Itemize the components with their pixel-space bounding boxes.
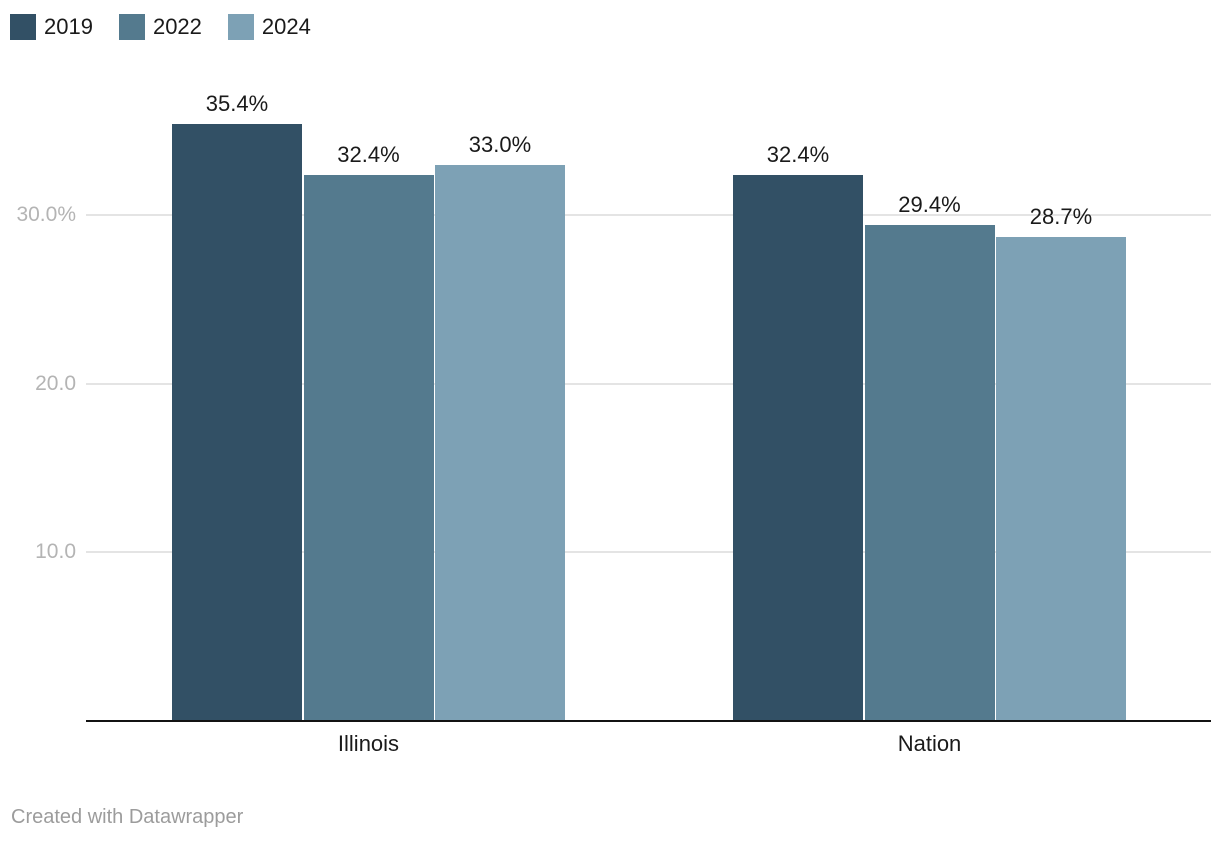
legend-label-2024: 2024 [261,14,311,39]
bar-2024-nation[interactable] [996,237,1126,721]
y-axis-tick-label-10: 10.0 [35,540,76,564]
bar-2022-nation[interactable] [864,225,995,721]
legend-item-2022: 2022 [118,14,202,40]
datawrapper-credit-link[interactable]: Created with Datawrapper [11,806,244,828]
x-axis-line [86,720,1211,722]
gridline-10 [86,551,1211,554]
legend: 2019 2022 2024 [10,14,337,40]
category-label-illinois: Illinois [337,731,400,756]
value-label-2022-nation: 29.4% [898,192,961,218]
legend-label-2019: 2019 [44,14,93,39]
bar-2024-illinois[interactable] [435,164,565,721]
value-label-2024-nation: 28.7% [1029,204,1093,230]
legend-item-2019: 2019 [10,14,93,40]
y-axis-tick-label-20: 20.0 [35,371,76,395]
gridline-20 [86,382,1211,385]
bar-2019-nation[interactable] [733,174,863,721]
legend-swatch-2022 [118,14,145,40]
value-label-2022-illinois: 32.4% [337,141,400,167]
legend-item-2024: 2024 [227,14,311,40]
bar-2019-illinois[interactable] [172,124,302,721]
legend-swatch-2024 [227,14,254,40]
legend-label-2022: 2022 [152,14,202,39]
y-axis-tick-label-30: 30.0% [16,203,76,227]
gridline-30 [86,214,1211,217]
value-label-2019-nation: 32.4% [766,141,830,167]
legend-swatch-2019 [10,14,36,40]
value-label-2019-illinois: 35.4% [205,91,269,117]
bar-2022-illinois[interactable] [303,174,434,721]
category-label-nation: Nation [897,731,962,756]
value-label-2024-illinois: 33.0% [468,131,532,157]
